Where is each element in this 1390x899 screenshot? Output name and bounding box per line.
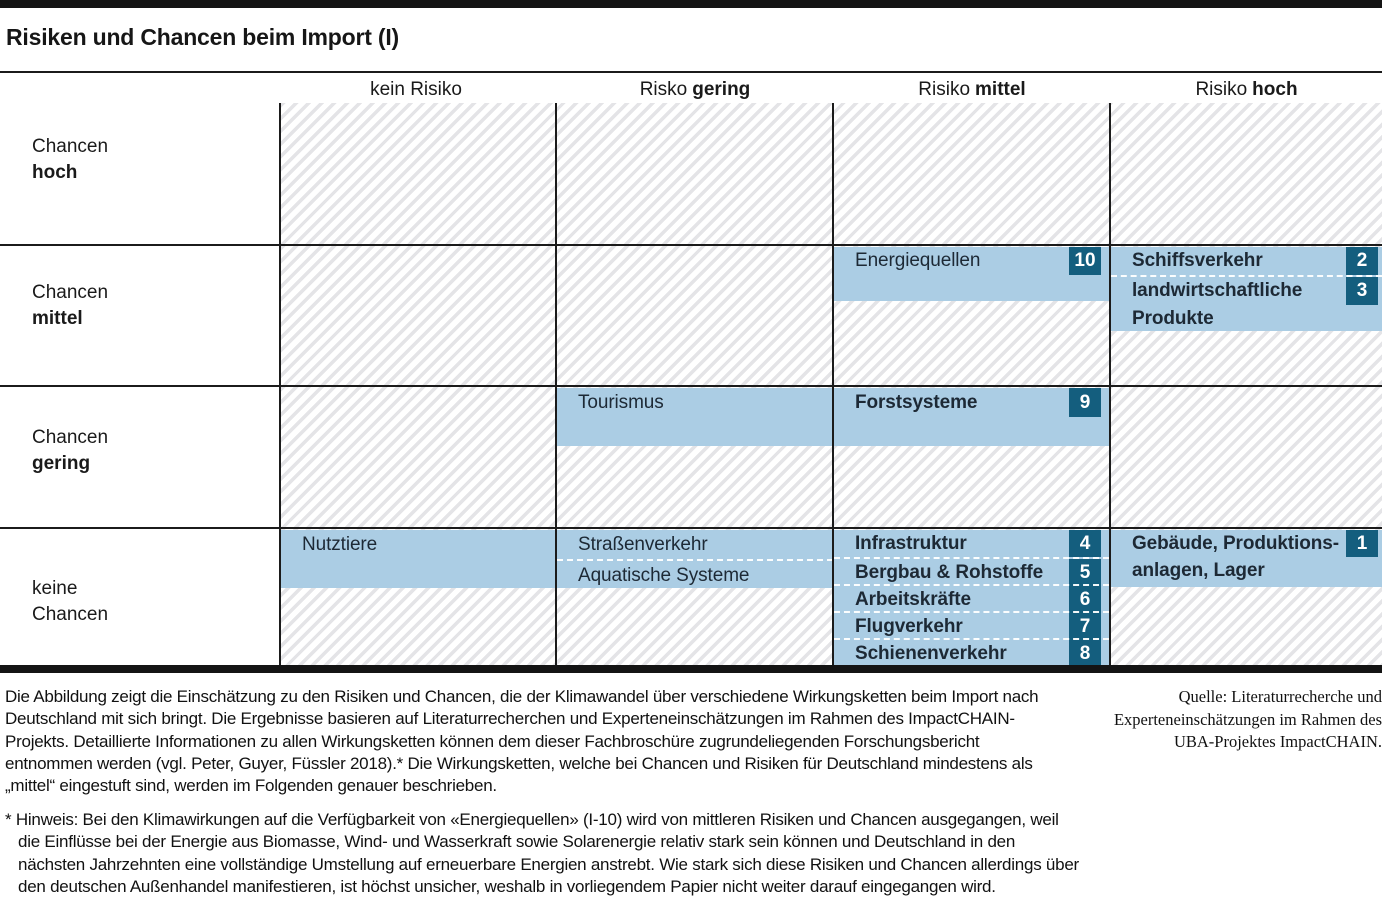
- row-header-line1: Chancen: [32, 136, 109, 157]
- column-header-bold: mittel: [975, 79, 1026, 100]
- item-number-badge: 3: [1346, 277, 1378, 305]
- source-note: Quelle: Literaturrecherche und Expertene…: [1113, 687, 1382, 751]
- matrix-item-strassenverkehr: Straßenverkehr: [557, 530, 833, 559]
- row-header-keine-chancen: keine Chancen: [32, 576, 252, 628]
- column-divider: [1109, 103, 1111, 665]
- page-title: Risiken und Chancen beim Import (I): [6, 24, 399, 50]
- item-number-badge: 8: [1069, 640, 1101, 667]
- top-rule: [0, 0, 1382, 8]
- column-header-risiko-mittel: Risiko mittel: [834, 78, 1110, 102]
- row-header-line2: hoch: [32, 162, 78, 183]
- matrix-item-gebaeude-produktionsanlagen-lager: Gebäude, Produktions- anlagen, Lager 1: [1111, 530, 1382, 584]
- bar-nutztiere: Nutztiere: [281, 530, 555, 588]
- item-label: Bergbau & Rohstoffe: [855, 562, 1044, 583]
- figure-caption: Die Abbildung zeigt die Einschätzung zu …: [5, 687, 1039, 796]
- bar-gebaeude: Gebäude, Produktions- anlagen, Lager 1: [1111, 530, 1382, 587]
- item-label: Schiffsverkehr: [1132, 250, 1263, 271]
- item-label: Arbeitskräfte: [855, 589, 971, 610]
- column-header-bold: gering: [692, 79, 751, 100]
- item-label: Forstsysteme: [855, 392, 978, 413]
- row-header-line2: mittel: [32, 308, 83, 329]
- matrix-item-forstsysteme: Forstsysteme 9: [834, 388, 1109, 417]
- footnote: * Hinweis: Bei den Klimawirkungen auf di…: [5, 810, 1079, 896]
- column-header-text: Risiko: [918, 79, 971, 100]
- row-header-line1: keine: [32, 578, 78, 599]
- item-label: Flugverkehr: [855, 616, 963, 637]
- row-divider: [0, 244, 1382, 246]
- bar-forstsysteme: Forstsysteme 9: [834, 388, 1109, 446]
- bottom-rule: [0, 665, 1382, 673]
- bar-energiequellen: Energiequellen 10: [834, 247, 1109, 301]
- item-number-badge: 10: [1069, 247, 1101, 275]
- matrix-item-landwirtschaftliche-produkte: landwirtschaftliche Produkte 3: [1111, 275, 1382, 331]
- item-label: Straßenverkehr: [578, 534, 708, 555]
- row-header-chancen-hoch: Chancen hoch: [32, 134, 252, 186]
- matrix-item-flugverkehr: Flugverkehr 7: [834, 611, 1109, 640]
- item-number-badge: 5: [1069, 559, 1101, 586]
- column-header-risiko-hoch: Risiko hoch: [1111, 78, 1382, 102]
- item-label: Nutztiere: [302, 534, 378, 555]
- item-label: Infrastruktur: [855, 533, 967, 554]
- matrix-item-aquatische-systeme: Aquatische Systeme: [557, 559, 833, 588]
- item-label: Schienenverkehr: [855, 643, 1007, 664]
- item-number-badge: 2: [1346, 247, 1378, 275]
- row-header-line2: gering: [32, 453, 91, 474]
- row-divider: [0, 385, 1382, 387]
- bar-tourismus: Tourismus: [557, 388, 833, 446]
- matrix-item-energiequellen: Energiequellen 10: [834, 247, 1109, 275]
- matrix-item-infrastruktur: Infrastruktur 4: [834, 530, 1109, 557]
- row-header-line1: Chancen: [32, 282, 109, 303]
- row-header-line1: Chancen: [32, 427, 109, 448]
- item-label: landwirtschaftliche Produkte: [1132, 280, 1303, 329]
- row-divider: [0, 527, 1382, 529]
- row-header-chancen-gering: Chancen gering: [32, 425, 252, 477]
- hatch-row-chancen-hoch: [281, 103, 1382, 244]
- item-label: Gebäude, Produktions- anlagen, Lager: [1132, 533, 1339, 581]
- item-label: Tourismus: [578, 392, 664, 413]
- item-label: Aquatische Systeme: [578, 565, 750, 586]
- column-header-kein-risiko: kein Risiko: [281, 78, 556, 102]
- column-header-text: Risiko: [1195, 79, 1248, 100]
- row-header-chancen-mittel: Chancen mittel: [32, 280, 252, 332]
- bar-risiko-hoch-chancen-mittel: Schiffsverkehr 2 landwirtschaftliche Pro…: [1111, 247, 1382, 331]
- column-header-text: Risko: [639, 79, 688, 100]
- item-number-badge: 7: [1069, 613, 1101, 640]
- item-number-badge: 1: [1346, 530, 1378, 557]
- column-header-text: kein Risiko: [370, 79, 462, 100]
- item-number-badge: 4: [1069, 530, 1101, 557]
- matrix-item-schienenverkehr: Schienenverkehr 8: [834, 638, 1109, 667]
- matrix-item-schiffsverkehr: Schiffsverkehr 2: [1111, 247, 1382, 275]
- bar-risiko-mittel-keine-chancen: Infrastruktur 4 Bergbau & Rohstoffe 5 Ar…: [834, 530, 1109, 667]
- column-divider: [832, 103, 834, 665]
- matrix-item-nutztiere: Nutztiere: [281, 530, 555, 559]
- header-rule: [0, 71, 1382, 73]
- matrix-item-bergbau-rohstoffe: Bergbau & Rohstoffe 5: [834, 557, 1109, 586]
- matrix-item-arbeitskraefte: Arbeitskräfte 6: [834, 584, 1109, 613]
- column-divider: [555, 103, 557, 665]
- item-number-badge: 6: [1069, 586, 1101, 613]
- column-header-bold: hoch: [1252, 79, 1298, 100]
- item-label: Energiequellen: [855, 250, 981, 271]
- bar-risiko-gering-keine-chancen: Straßenverkehr Aquatische Systeme: [557, 530, 833, 588]
- matrix-item-tourismus: Tourismus: [557, 388, 833, 417]
- item-number-badge: 9: [1069, 388, 1101, 417]
- column-header-risiko-gering: Risko gering: [557, 78, 833, 102]
- row-header-line2: Chancen: [32, 604, 109, 625]
- column-divider: [279, 103, 281, 665]
